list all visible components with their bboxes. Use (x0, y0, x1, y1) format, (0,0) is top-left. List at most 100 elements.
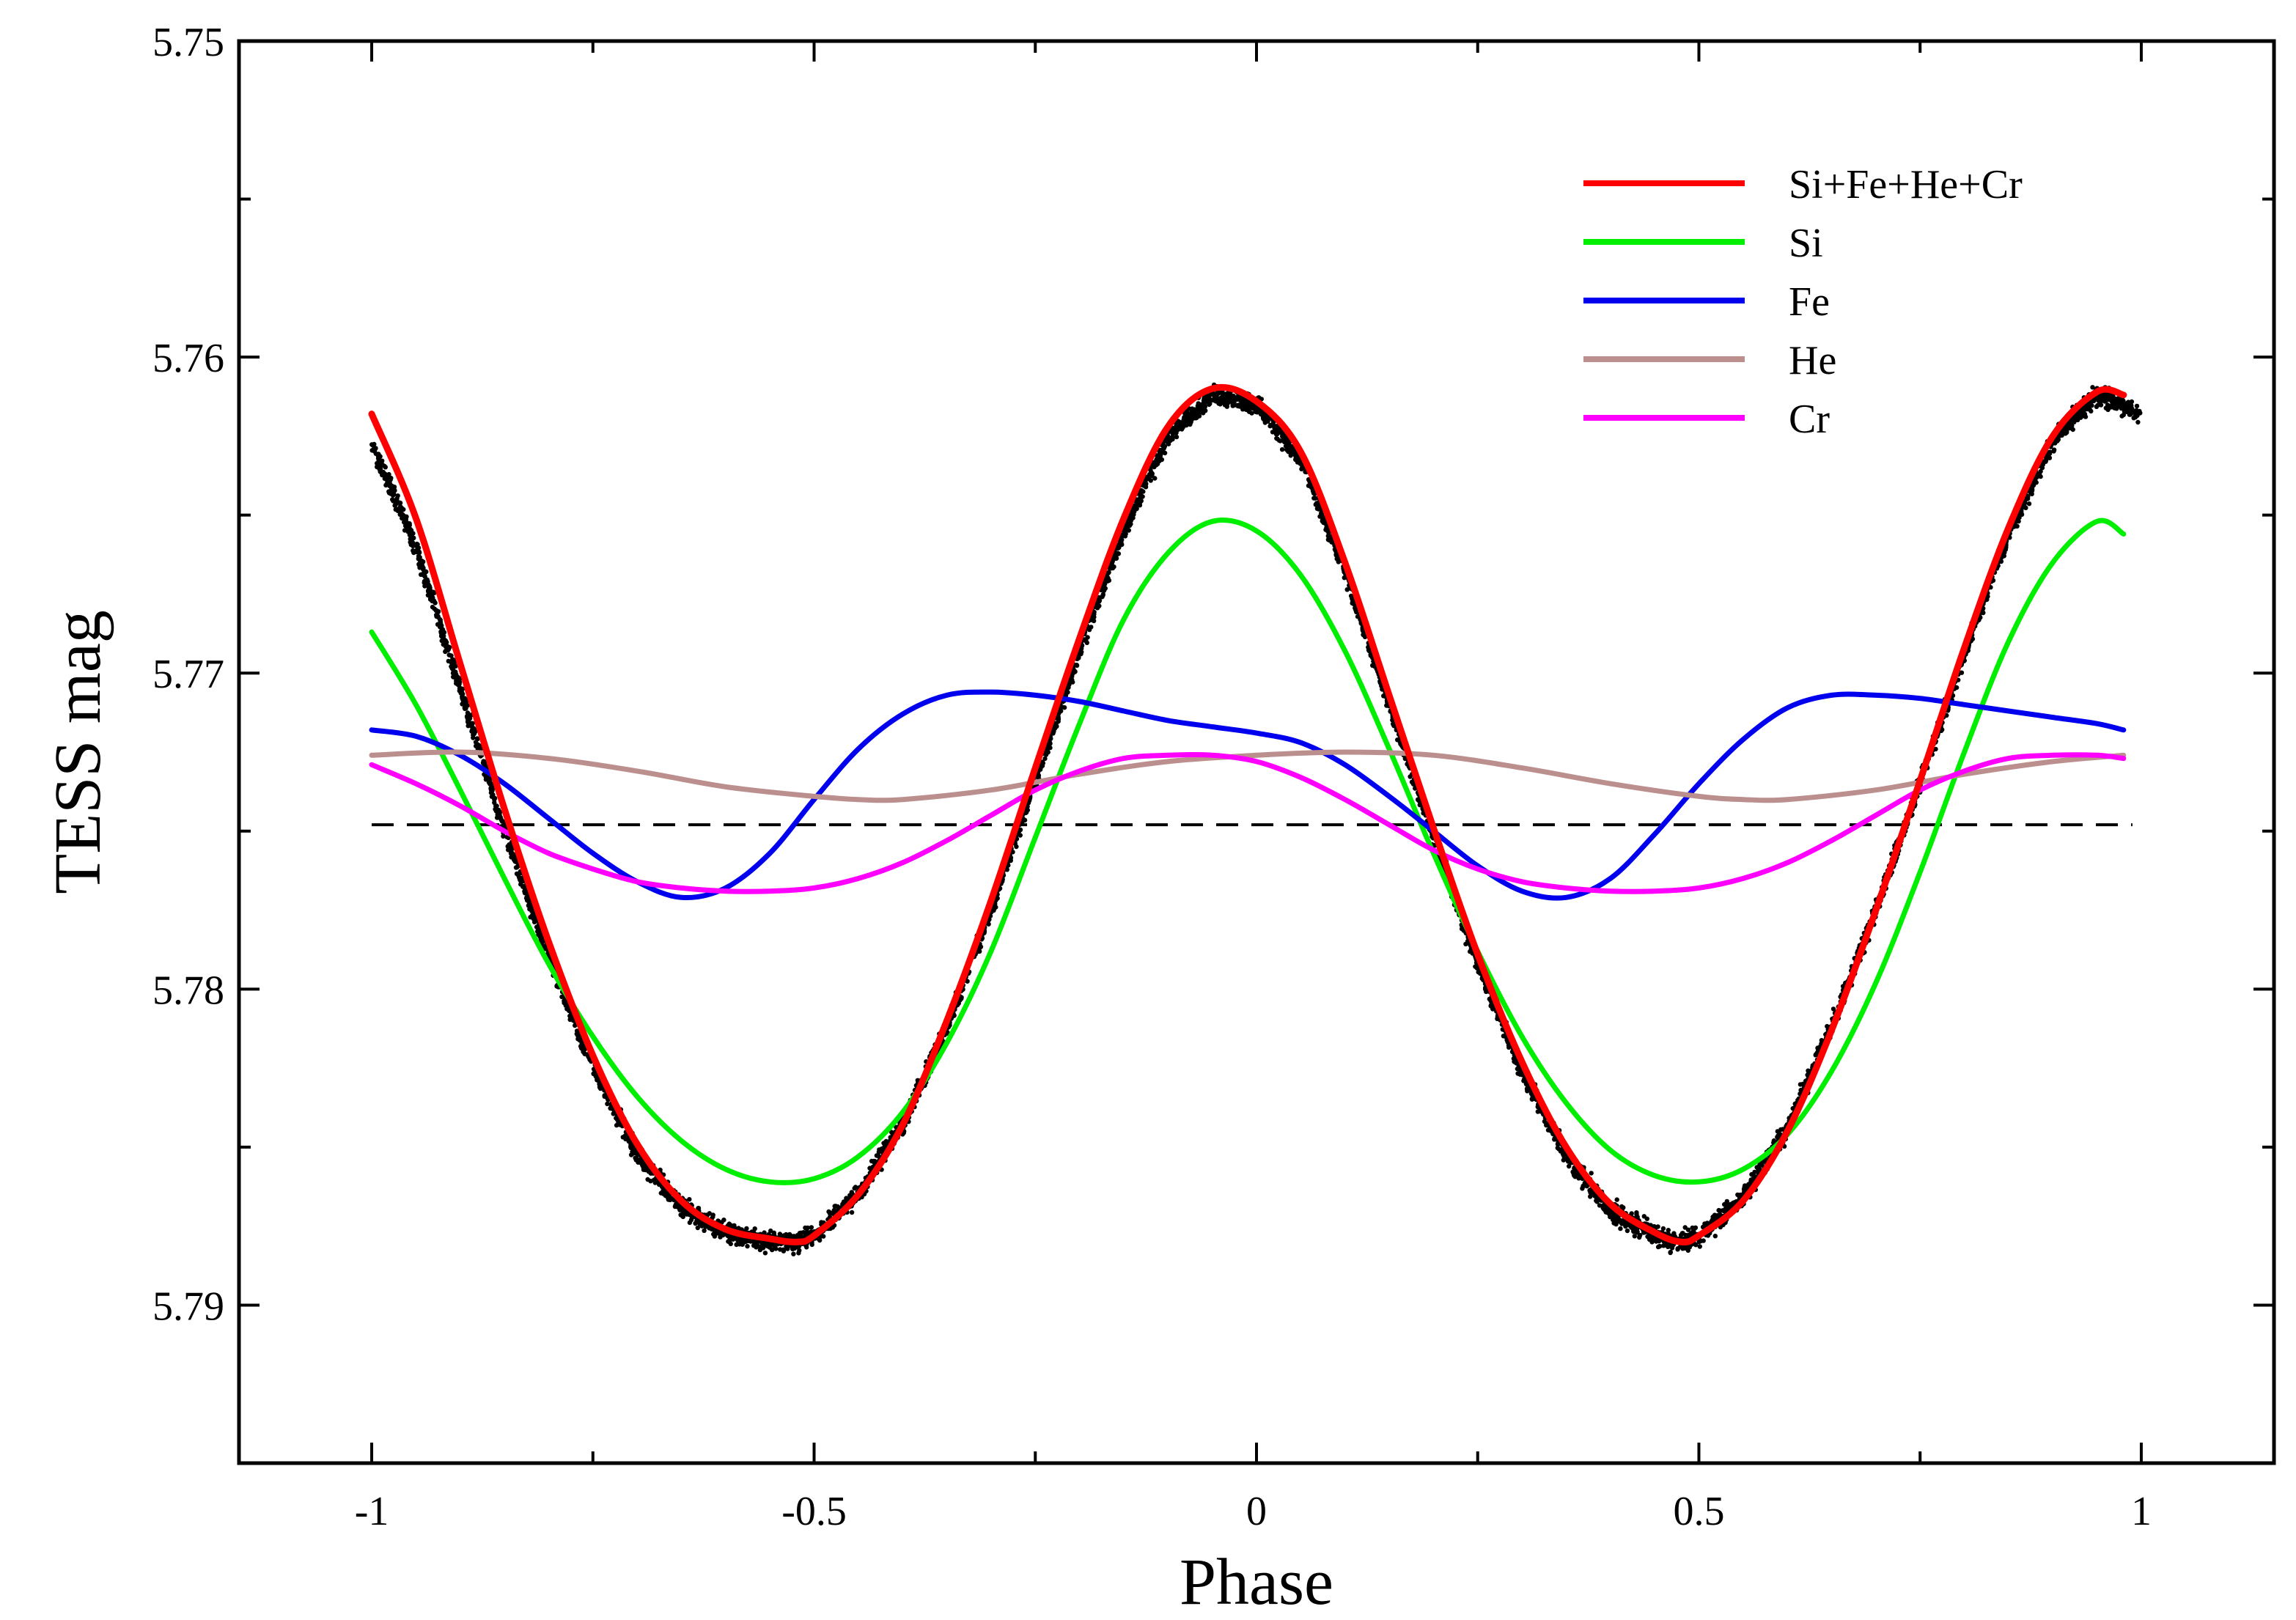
observation-point (803, 1225, 808, 1231)
observation-point (2119, 413, 2124, 419)
observation-point (1656, 1239, 1662, 1244)
observation-point (1998, 559, 2004, 564)
observation-point (595, 1076, 600, 1082)
observation-point (1344, 587, 1350, 592)
observation-point (762, 1251, 768, 1256)
observation-point (1660, 1226, 1666, 1231)
observation-point (687, 1220, 693, 1226)
observation-point (1666, 1228, 1671, 1233)
observation-point (1126, 528, 1132, 533)
observation-point (2038, 468, 2043, 474)
observation-point (2014, 523, 2019, 529)
observation-point (1327, 534, 1332, 539)
observation-point (1696, 1240, 1701, 1245)
observation-point (1618, 1226, 1623, 1231)
observation-point (1542, 1119, 1548, 1124)
observation-point (611, 1111, 616, 1116)
observation-point (2135, 419, 2141, 425)
observation-point (2106, 405, 2112, 410)
observation-point (1588, 1194, 1593, 1199)
observation-point (736, 1226, 741, 1231)
observation-point (405, 521, 411, 526)
observation-point (633, 1155, 638, 1160)
observation-point (693, 1220, 698, 1226)
observation-point (695, 1225, 700, 1231)
observation-point (881, 1141, 886, 1146)
observation-point (1685, 1248, 1690, 1253)
observation-point (378, 469, 383, 474)
observation-point (578, 1043, 584, 1049)
observation-point (828, 1210, 834, 1215)
observation-point (1715, 1213, 1720, 1218)
observation-point (446, 658, 451, 664)
observation-point (1619, 1204, 1625, 1210)
observation-point (1613, 1220, 1619, 1226)
observation-point (1207, 397, 1213, 403)
observation-point (2026, 501, 2032, 507)
observation-point (406, 525, 411, 530)
observation-point (771, 1230, 777, 1236)
observation-point (1645, 1234, 1650, 1240)
observation-point (1597, 1203, 1603, 1208)
observation-point (1529, 1097, 1535, 1102)
observation-point (2133, 415, 2138, 420)
observation-point (416, 545, 422, 551)
observation-point (1560, 1152, 1566, 1157)
observation-point (449, 653, 454, 658)
observation-point (1194, 413, 1200, 419)
observation-point (422, 569, 427, 574)
observation-point (1311, 496, 1317, 501)
observation-point (1685, 1227, 1691, 1232)
observation-point (2134, 410, 2140, 416)
observation-point (817, 1237, 822, 1242)
observation-point (666, 1197, 671, 1202)
observation-point (1119, 542, 1125, 548)
observation-point (1655, 1224, 1660, 1229)
observation-point (744, 1226, 749, 1231)
observation-point (1306, 483, 1311, 488)
observation-point (1632, 1234, 1637, 1239)
observation-point (1697, 1244, 1702, 1249)
observation-point (2105, 391, 2111, 397)
observation-point (1148, 478, 1154, 483)
observation-point (1524, 1081, 1529, 1087)
observation-point (1775, 1129, 1780, 1134)
observation-point (2082, 411, 2088, 417)
observation-point (1644, 1216, 1649, 1221)
observation-point (467, 713, 472, 718)
observation-point (1629, 1211, 1634, 1216)
observation-point (719, 1220, 724, 1225)
observation-point (473, 740, 479, 745)
observation-point (438, 620, 444, 625)
observation-point (449, 666, 455, 671)
observation-point (1051, 731, 1056, 736)
observation-point (1798, 1082, 1803, 1087)
observation-point (1959, 670, 1965, 675)
observation-point (809, 1225, 814, 1230)
observation-point (435, 609, 441, 614)
observation-point (1300, 463, 1305, 469)
observation-point (680, 1213, 685, 1219)
observation-point (443, 644, 449, 649)
observation-point (753, 1240, 758, 1245)
observation-point (732, 1223, 737, 1229)
observation-point (1279, 447, 1285, 452)
observation-point (427, 583, 433, 589)
observation-point (2094, 404, 2100, 409)
observation-point (1159, 457, 1165, 463)
observation-point (1589, 1171, 1594, 1176)
observation-point (559, 994, 564, 1000)
observation-point (373, 451, 378, 456)
observation-point (879, 1146, 885, 1152)
observation-point (375, 464, 380, 470)
observation-point (710, 1212, 715, 1218)
observation-point (1722, 1209, 1727, 1214)
observation-point (876, 1149, 882, 1155)
observation-point (1100, 592, 1106, 597)
observation-point (1174, 434, 1180, 440)
observation-point (430, 597, 435, 603)
observation-point (581, 1048, 586, 1053)
observation-point (1712, 1234, 1718, 1239)
observation-point (2053, 441, 2058, 446)
